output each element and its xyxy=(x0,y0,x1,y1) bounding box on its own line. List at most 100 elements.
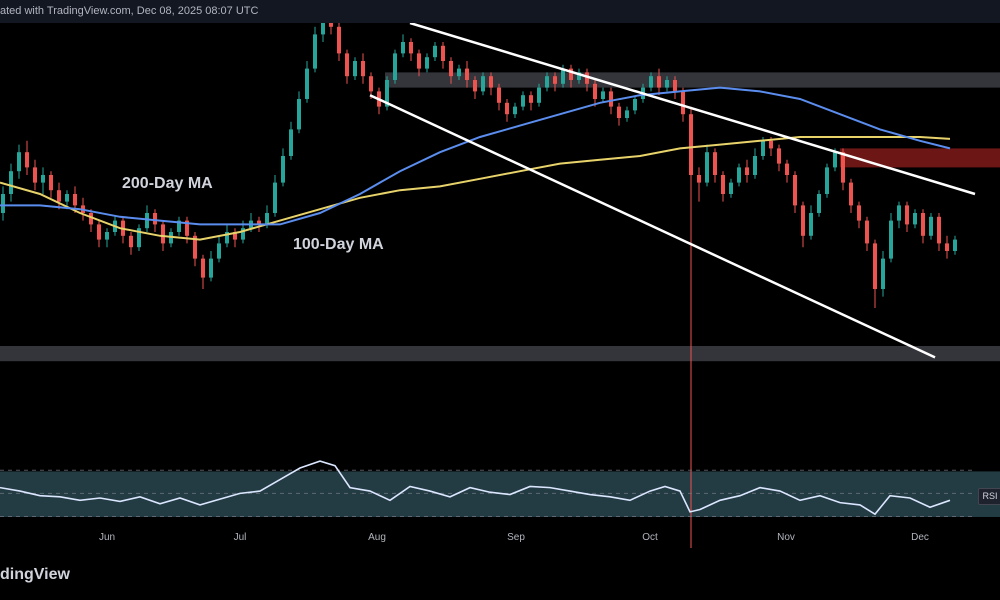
ma200-label: 200-Day MA xyxy=(122,175,213,192)
candle-body-37 xyxy=(297,99,301,130)
candle-body-87 xyxy=(697,175,701,183)
candle-body-61 xyxy=(489,76,493,88)
candle-body-75 xyxy=(601,91,605,99)
month-label-aug: Aug xyxy=(368,532,386,543)
candle-body-4 xyxy=(33,167,37,183)
candle-body-117 xyxy=(937,216,941,244)
candle-body-104 xyxy=(833,152,837,168)
candle-body-53 xyxy=(425,57,429,69)
candle-body-90 xyxy=(721,175,725,194)
candle-body-25 xyxy=(201,258,205,278)
candle-body-119 xyxy=(953,239,957,251)
candle-body-76 xyxy=(609,91,613,107)
candle-body-86 xyxy=(689,114,693,175)
candle-body-85 xyxy=(681,91,685,115)
candle-body-27 xyxy=(217,243,221,259)
candle-body-94 xyxy=(753,156,757,175)
candle-body-41 xyxy=(329,23,333,27)
candle-body-8 xyxy=(65,194,69,202)
month-label-nov: Nov xyxy=(777,532,795,543)
candle-body-73 xyxy=(585,72,589,84)
ma200-line xyxy=(0,136,951,241)
candle-body-97 xyxy=(777,148,781,164)
candle-body-34 xyxy=(273,182,277,213)
candle-body-84 xyxy=(673,80,677,92)
tradingview-logo: dingView xyxy=(0,566,70,583)
candle-body-110 xyxy=(881,258,885,289)
candle-body-52 xyxy=(417,53,421,69)
candle-body-48 xyxy=(385,80,389,107)
candle-body-16 xyxy=(129,235,133,248)
candle-body-28 xyxy=(225,232,229,244)
candle-body-50 xyxy=(401,42,405,54)
candle-body-1 xyxy=(9,171,13,194)
candle-body-40 xyxy=(321,23,325,35)
chart-header: ated with TradingView.com, Dec 08, 2025 … xyxy=(0,0,1000,24)
candle-body-7 xyxy=(57,190,61,202)
candle-body-65 xyxy=(521,95,525,107)
candle-body-13 xyxy=(105,232,109,240)
zone-teal-3 xyxy=(0,471,1000,517)
zone-red-1 xyxy=(840,148,1000,168)
candle-body-60 xyxy=(481,76,485,92)
zone-gray-0 xyxy=(385,72,1000,88)
candle-body-9 xyxy=(73,194,77,206)
candle-body-0 xyxy=(1,194,5,213)
candle-body-64 xyxy=(513,106,517,115)
month-label-jun: Jun xyxy=(98,532,116,543)
candle-body-88 xyxy=(705,152,709,183)
candle-body-68 xyxy=(545,76,549,88)
channel-line-1 xyxy=(369,94,936,359)
candle-body-82 xyxy=(657,76,661,88)
zone-gray-2 xyxy=(0,346,1000,362)
chart-background xyxy=(0,23,1000,548)
candle-body-33 xyxy=(265,213,269,225)
candle-body-102 xyxy=(817,194,821,213)
price-chart[interactable] xyxy=(0,23,1000,548)
candle-body-57 xyxy=(457,68,461,77)
candle-body-66 xyxy=(529,95,533,103)
candle-body-115 xyxy=(921,213,925,236)
month-label-dec: Dec xyxy=(911,532,929,543)
candle-body-116 xyxy=(929,216,933,236)
candle-body-45 xyxy=(361,61,365,77)
candle-body-114 xyxy=(913,213,917,225)
candle-body-32 xyxy=(257,220,261,225)
candle-body-2 xyxy=(17,152,21,172)
candle-body-36 xyxy=(289,129,293,156)
candle-body-42 xyxy=(337,26,341,54)
candle-body-99 xyxy=(793,175,797,206)
rsi-line xyxy=(0,460,951,516)
candle-body-11 xyxy=(89,213,93,225)
candle-body-54 xyxy=(433,45,437,58)
candle-body-70 xyxy=(561,68,565,84)
candle-body-46 xyxy=(369,76,373,92)
candle-body-106 xyxy=(849,182,853,206)
candle-body-43 xyxy=(345,53,349,77)
candle-body-23 xyxy=(185,220,189,236)
rsi-tag: RSI xyxy=(978,488,1000,505)
candle-body-71 xyxy=(569,68,573,80)
candle-body-113 xyxy=(905,205,909,225)
candle-body-105 xyxy=(841,152,845,183)
candle-body-91 xyxy=(729,182,733,194)
candle-body-12 xyxy=(97,224,101,240)
candle-body-67 xyxy=(537,87,541,103)
candle-body-77 xyxy=(617,106,621,118)
candle-body-118 xyxy=(945,243,949,251)
candle-body-26 xyxy=(209,258,213,278)
candle-body-5 xyxy=(41,175,45,183)
candle-body-83 xyxy=(665,80,669,88)
candle-body-101 xyxy=(809,213,813,236)
candle-body-93 xyxy=(745,167,749,175)
candle-body-69 xyxy=(553,76,557,84)
candle-body-74 xyxy=(593,83,597,99)
candle-body-78 xyxy=(625,110,629,118)
candle-body-24 xyxy=(193,235,197,259)
candle-body-72 xyxy=(577,72,581,80)
candle-body-108 xyxy=(865,220,869,244)
ma100-line xyxy=(0,86,951,226)
candle-body-100 xyxy=(801,205,805,236)
candle-body-56 xyxy=(449,61,453,77)
candle-body-63 xyxy=(505,102,509,115)
